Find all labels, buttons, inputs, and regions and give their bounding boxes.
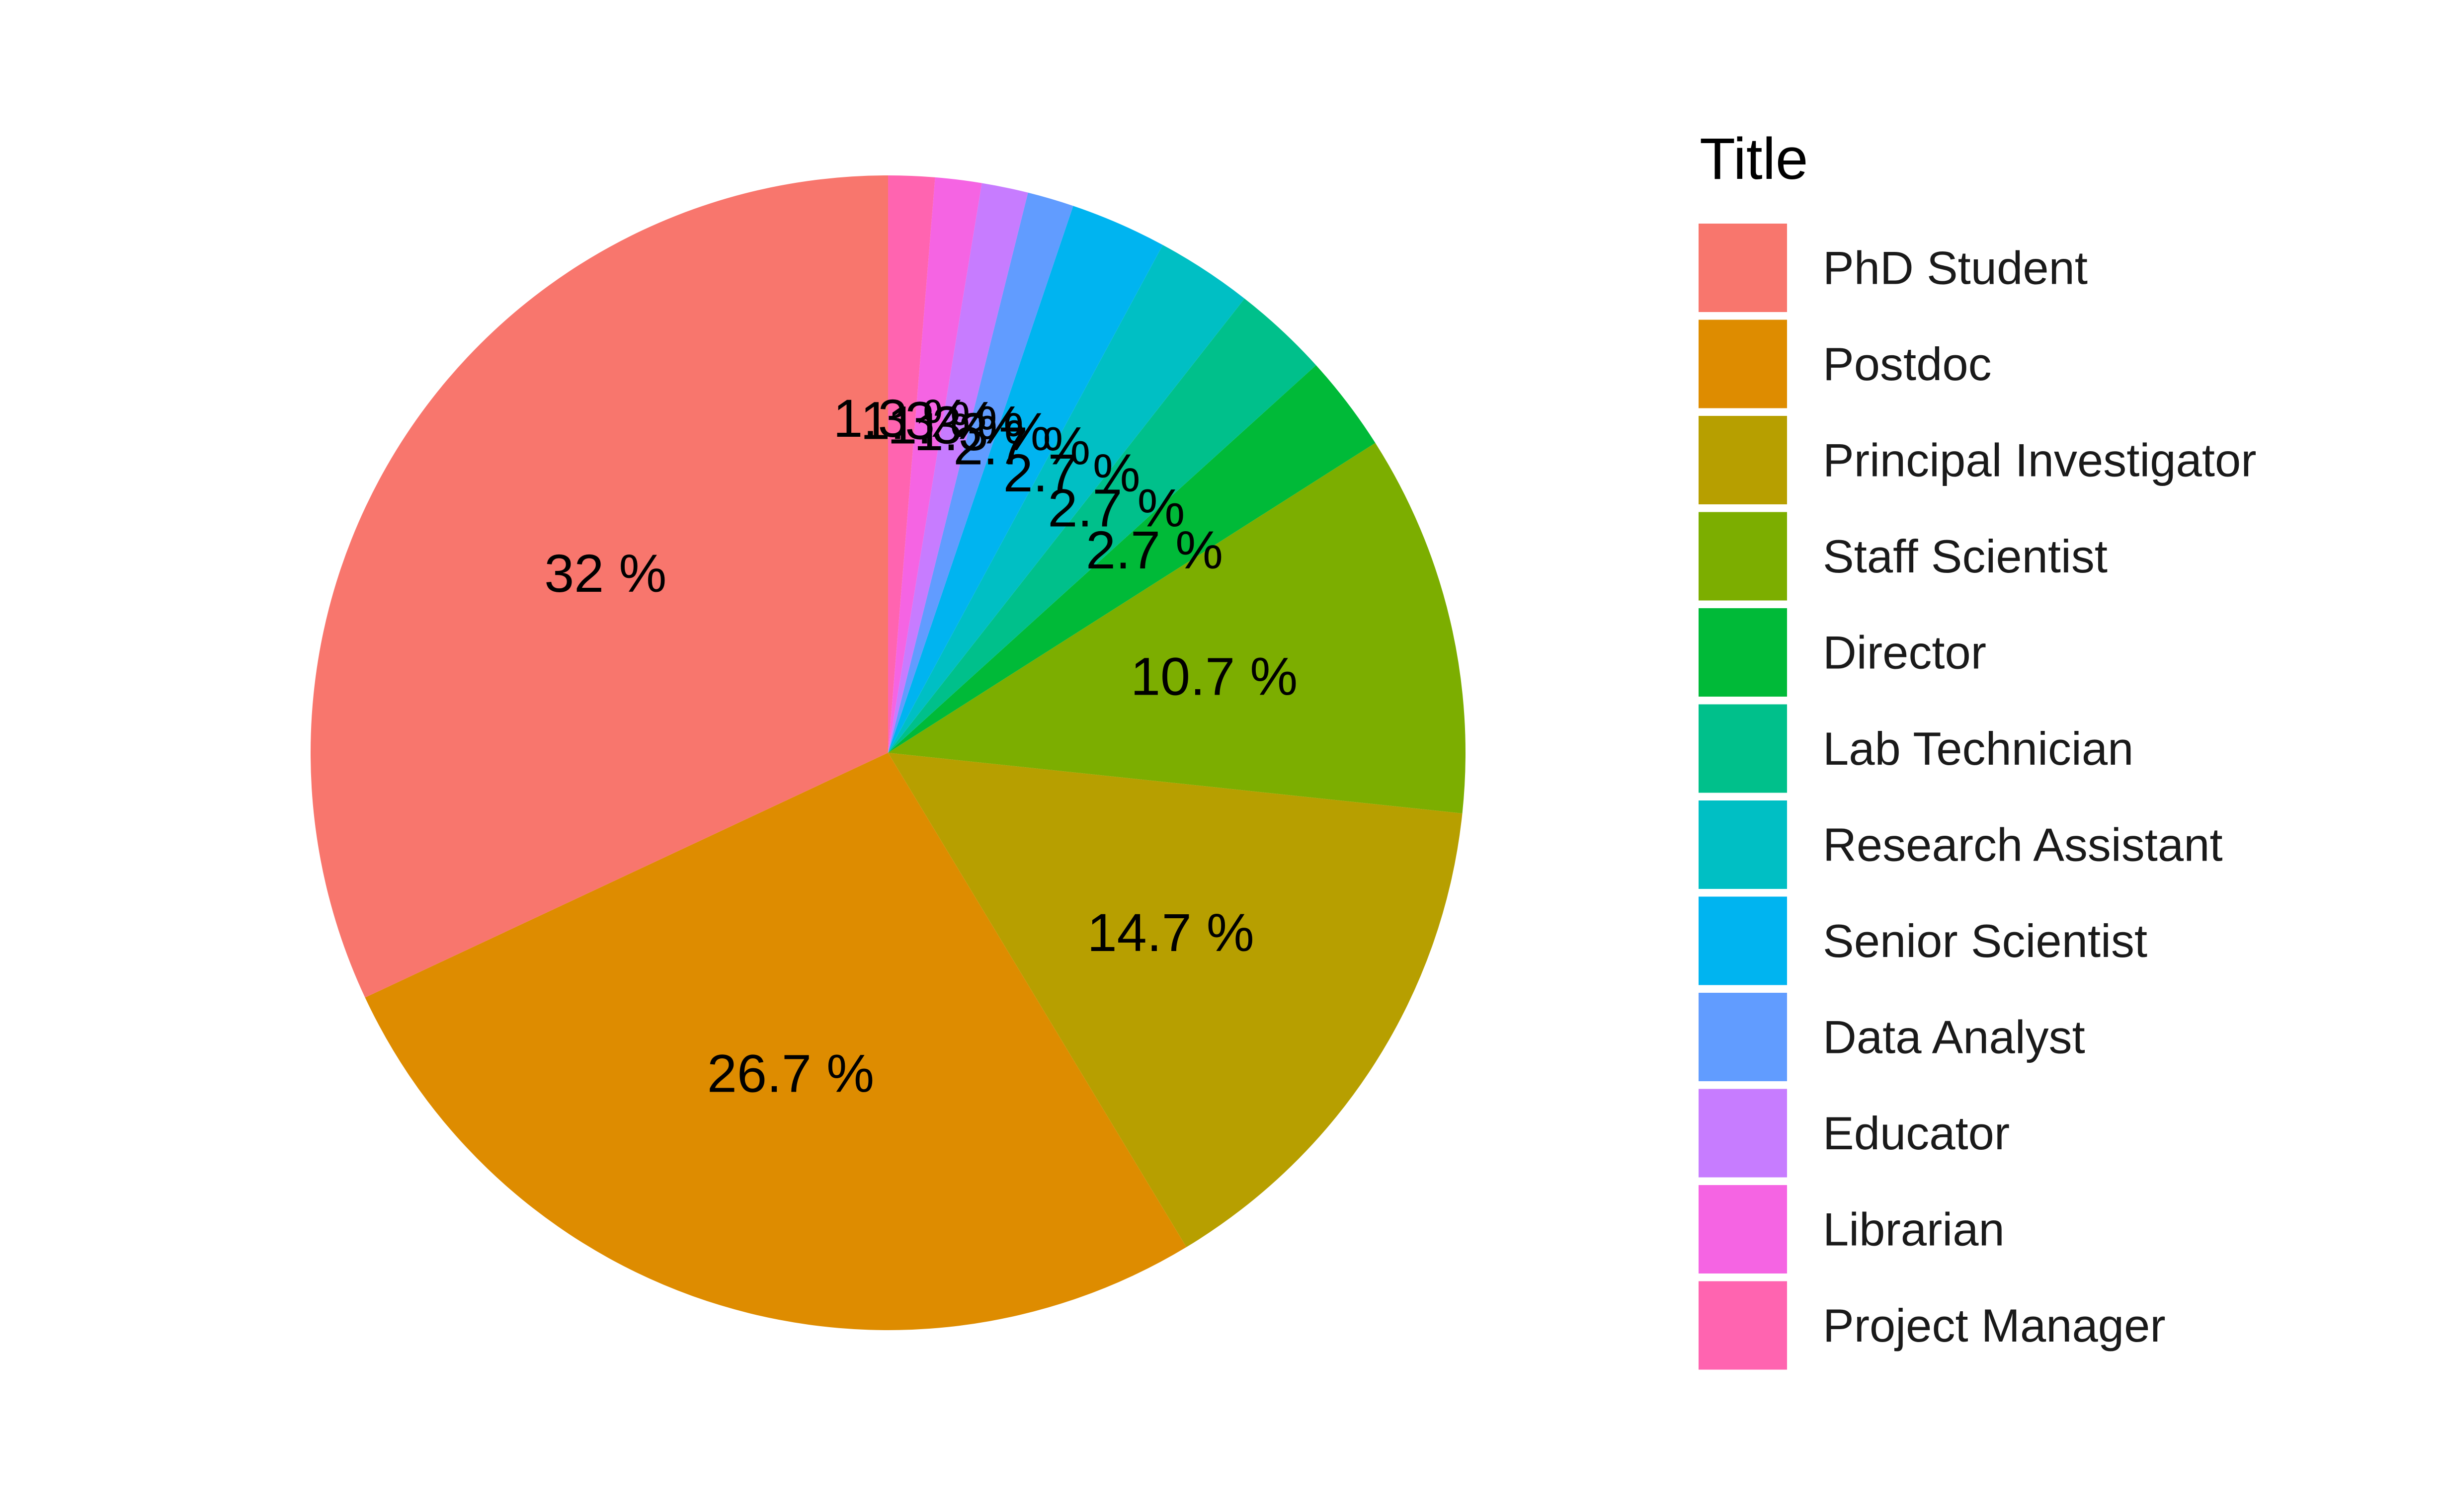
legend-key-lab-technician [1699, 704, 1787, 793]
slice-label-educator: 1.3 % [887, 395, 1024, 455]
legend-label-data-analyst: Data Analyst [1823, 1011, 2085, 1063]
slice-label-librarian: 1.3 % [860, 391, 997, 451]
legend-key-director [1699, 608, 1787, 697]
legend-item-director: Director [1699, 608, 1986, 697]
legend-item-educator: Educator [1699, 1089, 2010, 1178]
legend-item-data-analyst: Data Analyst [1699, 993, 2085, 1081]
pie-slice-research-assistant [888, 244, 1245, 753]
legend-label-research-assistant: Research Assistant [1823, 819, 2223, 871]
legend-label-educator: Educator [1823, 1107, 2010, 1159]
pie-slice-data-analyst [888, 192, 1073, 753]
slice-label-senior-scientist: 2.7 % [953, 416, 1090, 476]
legend-item-project-manager: Project Manager [1699, 1281, 2166, 1370]
legend-key-research-assistant [1699, 800, 1787, 889]
legend-label-lab-technician: Lab Technician [1823, 722, 2133, 775]
slice-label-lab-technician: 2.7 % [1048, 477, 1185, 538]
legend-label-librarian: Librarian [1823, 1203, 2005, 1256]
legend-title: Title [1700, 126, 1808, 192]
pie-slice-phd-student [311, 175, 889, 998]
legend-label-senior-scientist: Senior Scientist [1823, 915, 2147, 967]
legend-item-lab-technician: Lab Technician [1699, 704, 2133, 793]
legend-key-staff-scientist [1699, 512, 1787, 601]
legend-item-phd-student: PhD Student [1699, 224, 2088, 312]
legend-key-project-manager [1699, 1281, 1787, 1370]
slice-label-director: 2.7 % [1086, 520, 1223, 580]
slice-label-research-assistant: 2.7 % [1003, 443, 1140, 503]
legend-item-librarian: Librarian [1699, 1185, 2005, 1273]
pie-slices [311, 175, 1466, 1331]
legend-item-postdoc: Postdoc [1699, 319, 1992, 408]
legend-key-librarian [1699, 1185, 1787, 1273]
legend-item-principal-investigator: Principal Investigator [1699, 416, 2257, 504]
legend-label-principal-investigator: Principal Investigator [1823, 434, 2257, 486]
pie-slice-educator [888, 183, 1028, 753]
legend-key-principal-investigator [1699, 416, 1787, 504]
pie-slice-labels: 32 %26.7 %14.7 %10.7 %2.7 %2.7 %2.7 %2.7… [544, 388, 1298, 1103]
slice-label-phd-student: 32 % [544, 543, 666, 603]
legend-key-educator [1699, 1089, 1787, 1178]
slice-label-postdoc: 26.7 % [707, 1043, 874, 1103]
pie-slice-director [888, 365, 1376, 753]
legend-key-phd-student [1699, 224, 1787, 312]
pie-slice-librarian [888, 177, 982, 753]
slice-label-data-analyst: 1.3 % [914, 401, 1051, 462]
legend-key-postdoc [1699, 319, 1787, 408]
slice-label-staff-scientist: 10.7 % [1131, 646, 1298, 706]
legend-label-postdoc: Postdoc [1823, 338, 1992, 390]
legend-item-senior-scientist: Senior Scientist [1699, 896, 2147, 985]
pie-slice-staff-scientist [888, 443, 1466, 813]
legend-items: PhD Student Postdoc Principal Investigator… [1699, 224, 2257, 1370]
legend: Title PhD Student Postdoc Principal Invest… [1699, 126, 2257, 1370]
pie-slice-lab-technician [888, 298, 1316, 753]
legend-label-phd-student: PhD Student [1823, 242, 2088, 294]
legend-label-director: Director [1823, 627, 1986, 679]
legend-label-staff-scientist: Staff Scientist [1823, 530, 2108, 582]
pie-slice-project-manager [888, 175, 935, 753]
pie-slice-senior-scientist [888, 206, 1163, 753]
pie-slice-principal-investigator [888, 753, 1463, 1247]
legend-item-staff-scientist: Staff Scientist [1699, 512, 2108, 601]
legend-key-data-analyst [1699, 993, 1787, 1081]
legend-label-project-manager: Project Manager [1823, 1299, 2166, 1352]
slice-label-project-manager: 1.3 % [833, 388, 970, 448]
legend-key-senior-scientist [1699, 896, 1787, 985]
slice-label-principal-investigator: 14.7 % [1087, 902, 1254, 962]
pie-slice-postdoc [365, 753, 1187, 1331]
legend-item-research-assistant: Research Assistant [1699, 800, 2223, 889]
